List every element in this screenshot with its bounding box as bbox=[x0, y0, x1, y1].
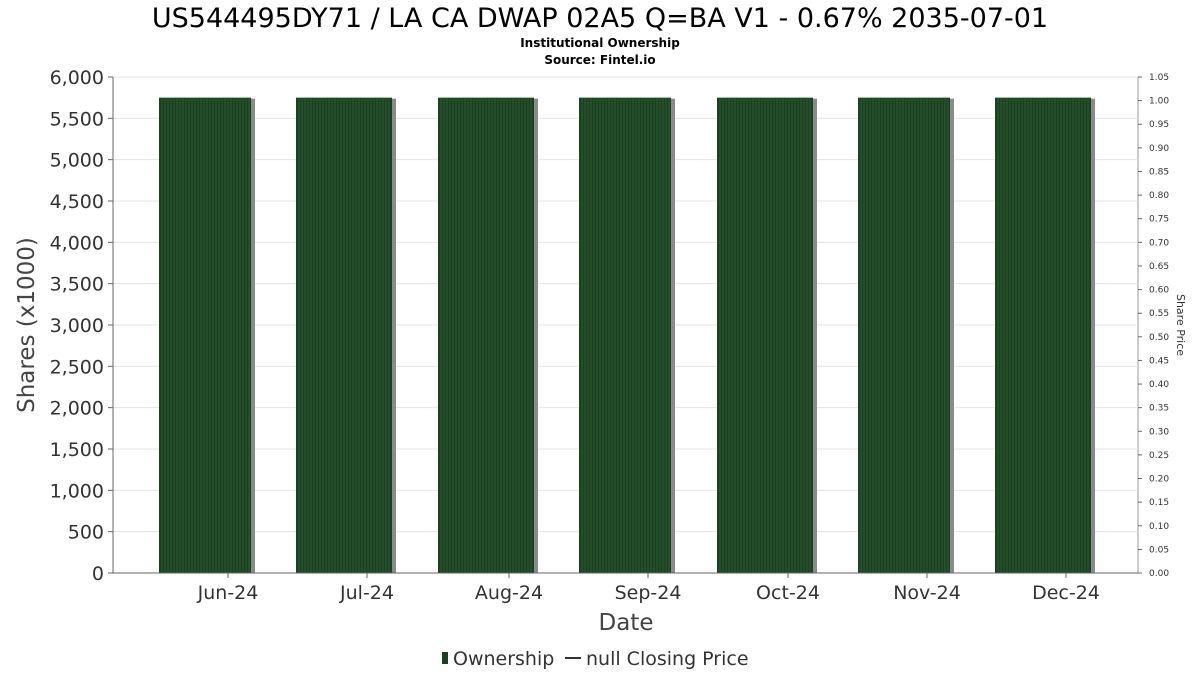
x-tick-label: Sep-24 bbox=[615, 582, 682, 604]
y2-tick-label: 0.75 bbox=[1149, 215, 1169, 225]
x-tick-label: Dec-24 bbox=[1032, 582, 1100, 604]
y2-tick-label: 0.35 bbox=[1149, 404, 1169, 414]
y-tick-label: 4,000 bbox=[50, 232, 104, 254]
y2-tick-label: 0.45 bbox=[1149, 356, 1169, 366]
axes: 0 500 1,000 1,500 2,000 2,500 3,000 3,500 4,000 4… bbox=[50, 67, 1170, 604]
y2-axis-label: Share Price bbox=[1174, 294, 1187, 356]
legend-price-label: null Closing Price bbox=[586, 648, 749, 670]
y-tick-label: 3,000 bbox=[50, 315, 104, 337]
y2-tick-label: 0.80 bbox=[1149, 191, 1169, 201]
y2-tick-label: 0.40 bbox=[1149, 380, 1169, 390]
x-axis-label: Date bbox=[599, 610, 654, 636]
y-tick-label: 1,000 bbox=[50, 480, 104, 502]
y2-tick-label: 1.05 bbox=[1149, 73, 1169, 83]
legend-ownership-swatch bbox=[442, 652, 448, 664]
y2-tick-label: 0.85 bbox=[1149, 167, 1169, 177]
y2-tick-label: 0.00 bbox=[1149, 569, 1169, 579]
legend: Ownership null Closing Price bbox=[442, 648, 749, 670]
chart-title: US544495DY71 / LA CA DWAP 02A5 Q=BA V1 -… bbox=[152, 3, 1048, 34]
y2-tick-label: 0.05 bbox=[1149, 545, 1169, 555]
y-tick-label: 3,500 bbox=[50, 274, 104, 296]
y2-tick-label: 0.65 bbox=[1149, 262, 1169, 272]
x-tick-label: Jul-24 bbox=[339, 582, 394, 604]
y2-tick-label: 0.55 bbox=[1149, 309, 1169, 319]
y-tick-label: 5,500 bbox=[50, 108, 104, 130]
x-tick-label: Jun-24 bbox=[197, 582, 259, 604]
y2-tick-label: 0.15 bbox=[1149, 498, 1169, 508]
x-tick-label: Nov-24 bbox=[893, 582, 961, 604]
y-tick-label: 5,000 bbox=[50, 150, 104, 172]
y2-tick-label: 0.25 bbox=[1149, 451, 1169, 461]
y-tick-label: 500 bbox=[68, 522, 104, 544]
y2-tick-label: 1.00 bbox=[1149, 97, 1169, 107]
y-tick-label: 4,500 bbox=[50, 191, 104, 213]
y2-tick-label: 0.90 bbox=[1149, 144, 1169, 154]
y-tick-label: 6,000 bbox=[50, 67, 104, 89]
bars bbox=[159, 97, 1095, 574]
y2-tick-label: 0.95 bbox=[1149, 120, 1169, 130]
y2-tick-label: 0.30 bbox=[1149, 427, 1169, 437]
legend-ownership-label: Ownership bbox=[453, 648, 554, 670]
y-tick-label: 0 bbox=[92, 563, 104, 585]
y-axis-label: Shares (x1000) bbox=[14, 237, 40, 413]
chart-source: Source: Fintel.io bbox=[544, 53, 655, 67]
y2-tick-label: 0.50 bbox=[1149, 333, 1169, 343]
y2-tick-label: 0.70 bbox=[1149, 238, 1169, 248]
y-tick-label: 2,500 bbox=[50, 356, 104, 378]
y-tick-label: 2,000 bbox=[50, 398, 104, 420]
chart-subtitle: Institutional Ownership bbox=[520, 36, 680, 50]
x-tick-label: Oct-24 bbox=[756, 582, 820, 604]
x-tick-label: Aug-24 bbox=[475, 582, 543, 604]
y-tick-label: 1,500 bbox=[50, 439, 104, 461]
y2-tick-label: 0.60 bbox=[1149, 286, 1169, 296]
y2-tick-label: 0.10 bbox=[1149, 522, 1169, 532]
y2-tick-label: 0.20 bbox=[1149, 475, 1169, 485]
